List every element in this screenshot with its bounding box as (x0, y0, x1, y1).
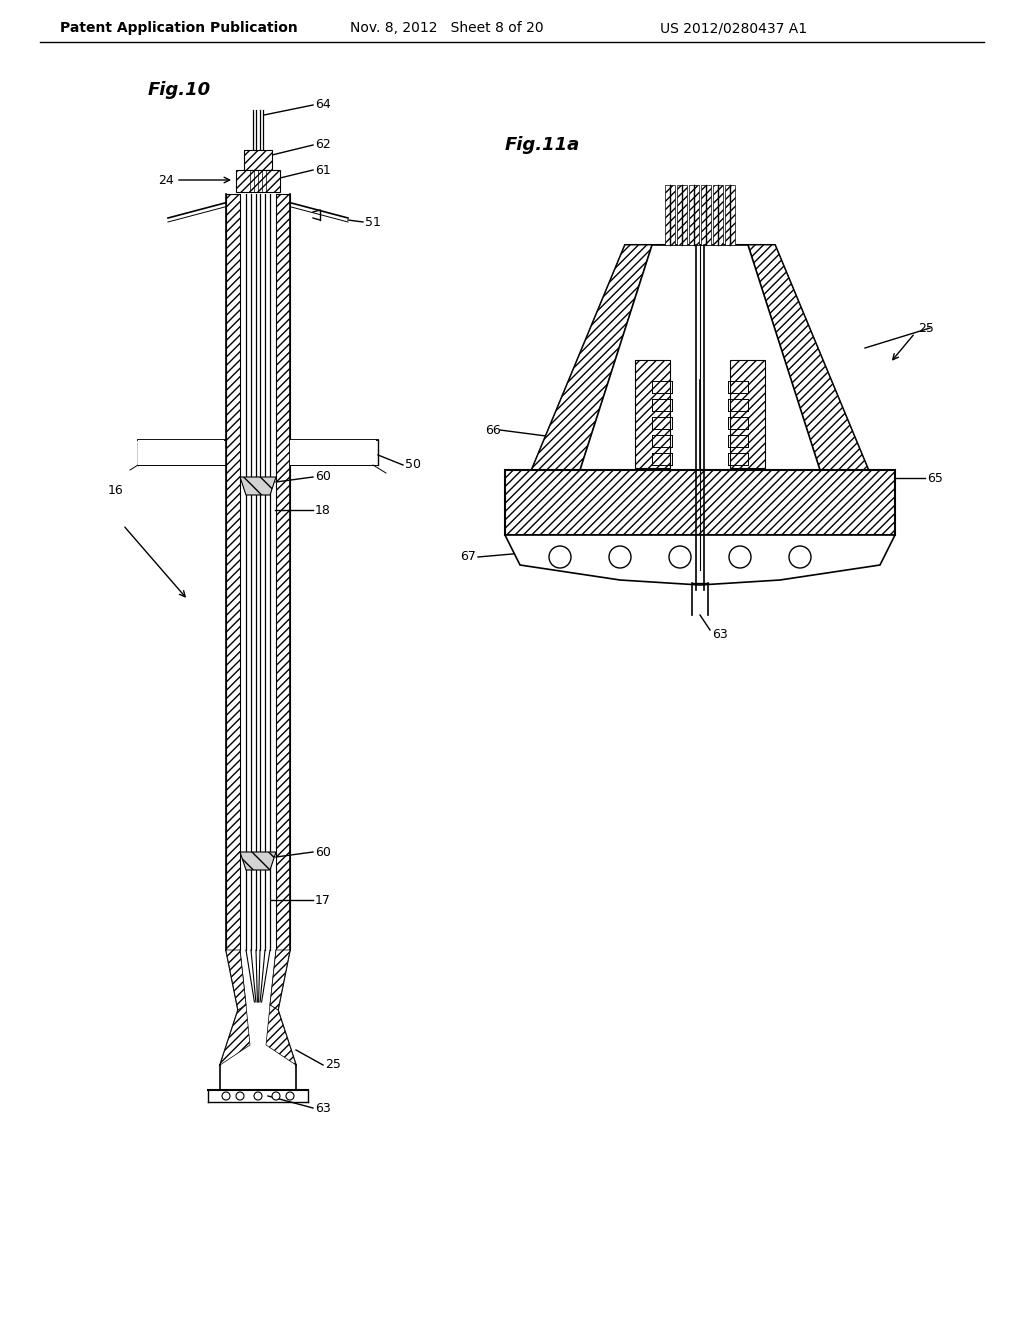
Bar (635, 360, 670, 469)
Text: Nov. 8, 2012   Sheet 8 of 20: Nov. 8, 2012 Sheet 8 of 20 (350, 21, 544, 36)
Text: 17: 17 (315, 894, 331, 907)
Text: 64: 64 (315, 99, 331, 111)
Polygon shape (505, 535, 895, 585)
Bar (290, 440, 376, 465)
Text: 65: 65 (927, 471, 943, 484)
Circle shape (272, 1092, 280, 1100)
Circle shape (222, 1092, 230, 1100)
Text: 50: 50 (406, 458, 421, 471)
Polygon shape (515, 246, 885, 510)
Text: 25: 25 (918, 322, 934, 334)
Text: Patent Application Publication: Patent Application Publication (60, 21, 298, 36)
Polygon shape (515, 246, 652, 510)
Text: 24: 24 (158, 173, 174, 186)
Circle shape (286, 1092, 294, 1100)
Polygon shape (220, 1005, 250, 1065)
Polygon shape (240, 477, 276, 495)
Text: 60: 60 (315, 470, 331, 483)
Circle shape (254, 1092, 262, 1100)
Bar (689, 185, 699, 246)
Circle shape (549, 546, 571, 568)
Circle shape (729, 546, 751, 568)
Text: US 2012/0280437 A1: US 2012/0280437 A1 (660, 21, 807, 36)
Circle shape (669, 546, 691, 568)
Bar (236, 170, 280, 191)
Polygon shape (240, 851, 276, 870)
Bar (276, 194, 290, 950)
Polygon shape (226, 950, 246, 1010)
Bar (677, 185, 687, 246)
Bar (730, 360, 765, 469)
Polygon shape (748, 246, 885, 510)
Text: 51: 51 (365, 215, 381, 228)
Text: 16: 16 (108, 483, 124, 496)
Circle shape (236, 1092, 244, 1100)
Bar (713, 185, 723, 246)
Text: Fig.11a: Fig.11a (505, 136, 581, 154)
Text: 62: 62 (315, 139, 331, 152)
Text: 25: 25 (325, 1059, 341, 1072)
Bar (725, 185, 735, 246)
Text: 67: 67 (460, 550, 476, 564)
Text: 61: 61 (315, 164, 331, 177)
Polygon shape (270, 950, 290, 1010)
Bar (701, 185, 711, 246)
Polygon shape (266, 1005, 296, 1065)
Text: 63: 63 (712, 628, 728, 642)
Bar (138, 440, 224, 465)
Bar (505, 470, 895, 535)
Bar (665, 185, 675, 246)
Text: Fig.10: Fig.10 (148, 81, 211, 99)
Polygon shape (580, 246, 820, 470)
Text: 18: 18 (315, 503, 331, 516)
Text: 60: 60 (315, 846, 331, 858)
Circle shape (609, 546, 631, 568)
Bar (244, 150, 272, 170)
Bar (226, 194, 240, 950)
Text: 66: 66 (485, 424, 501, 437)
Circle shape (790, 546, 811, 568)
Text: 63: 63 (315, 1101, 331, 1114)
